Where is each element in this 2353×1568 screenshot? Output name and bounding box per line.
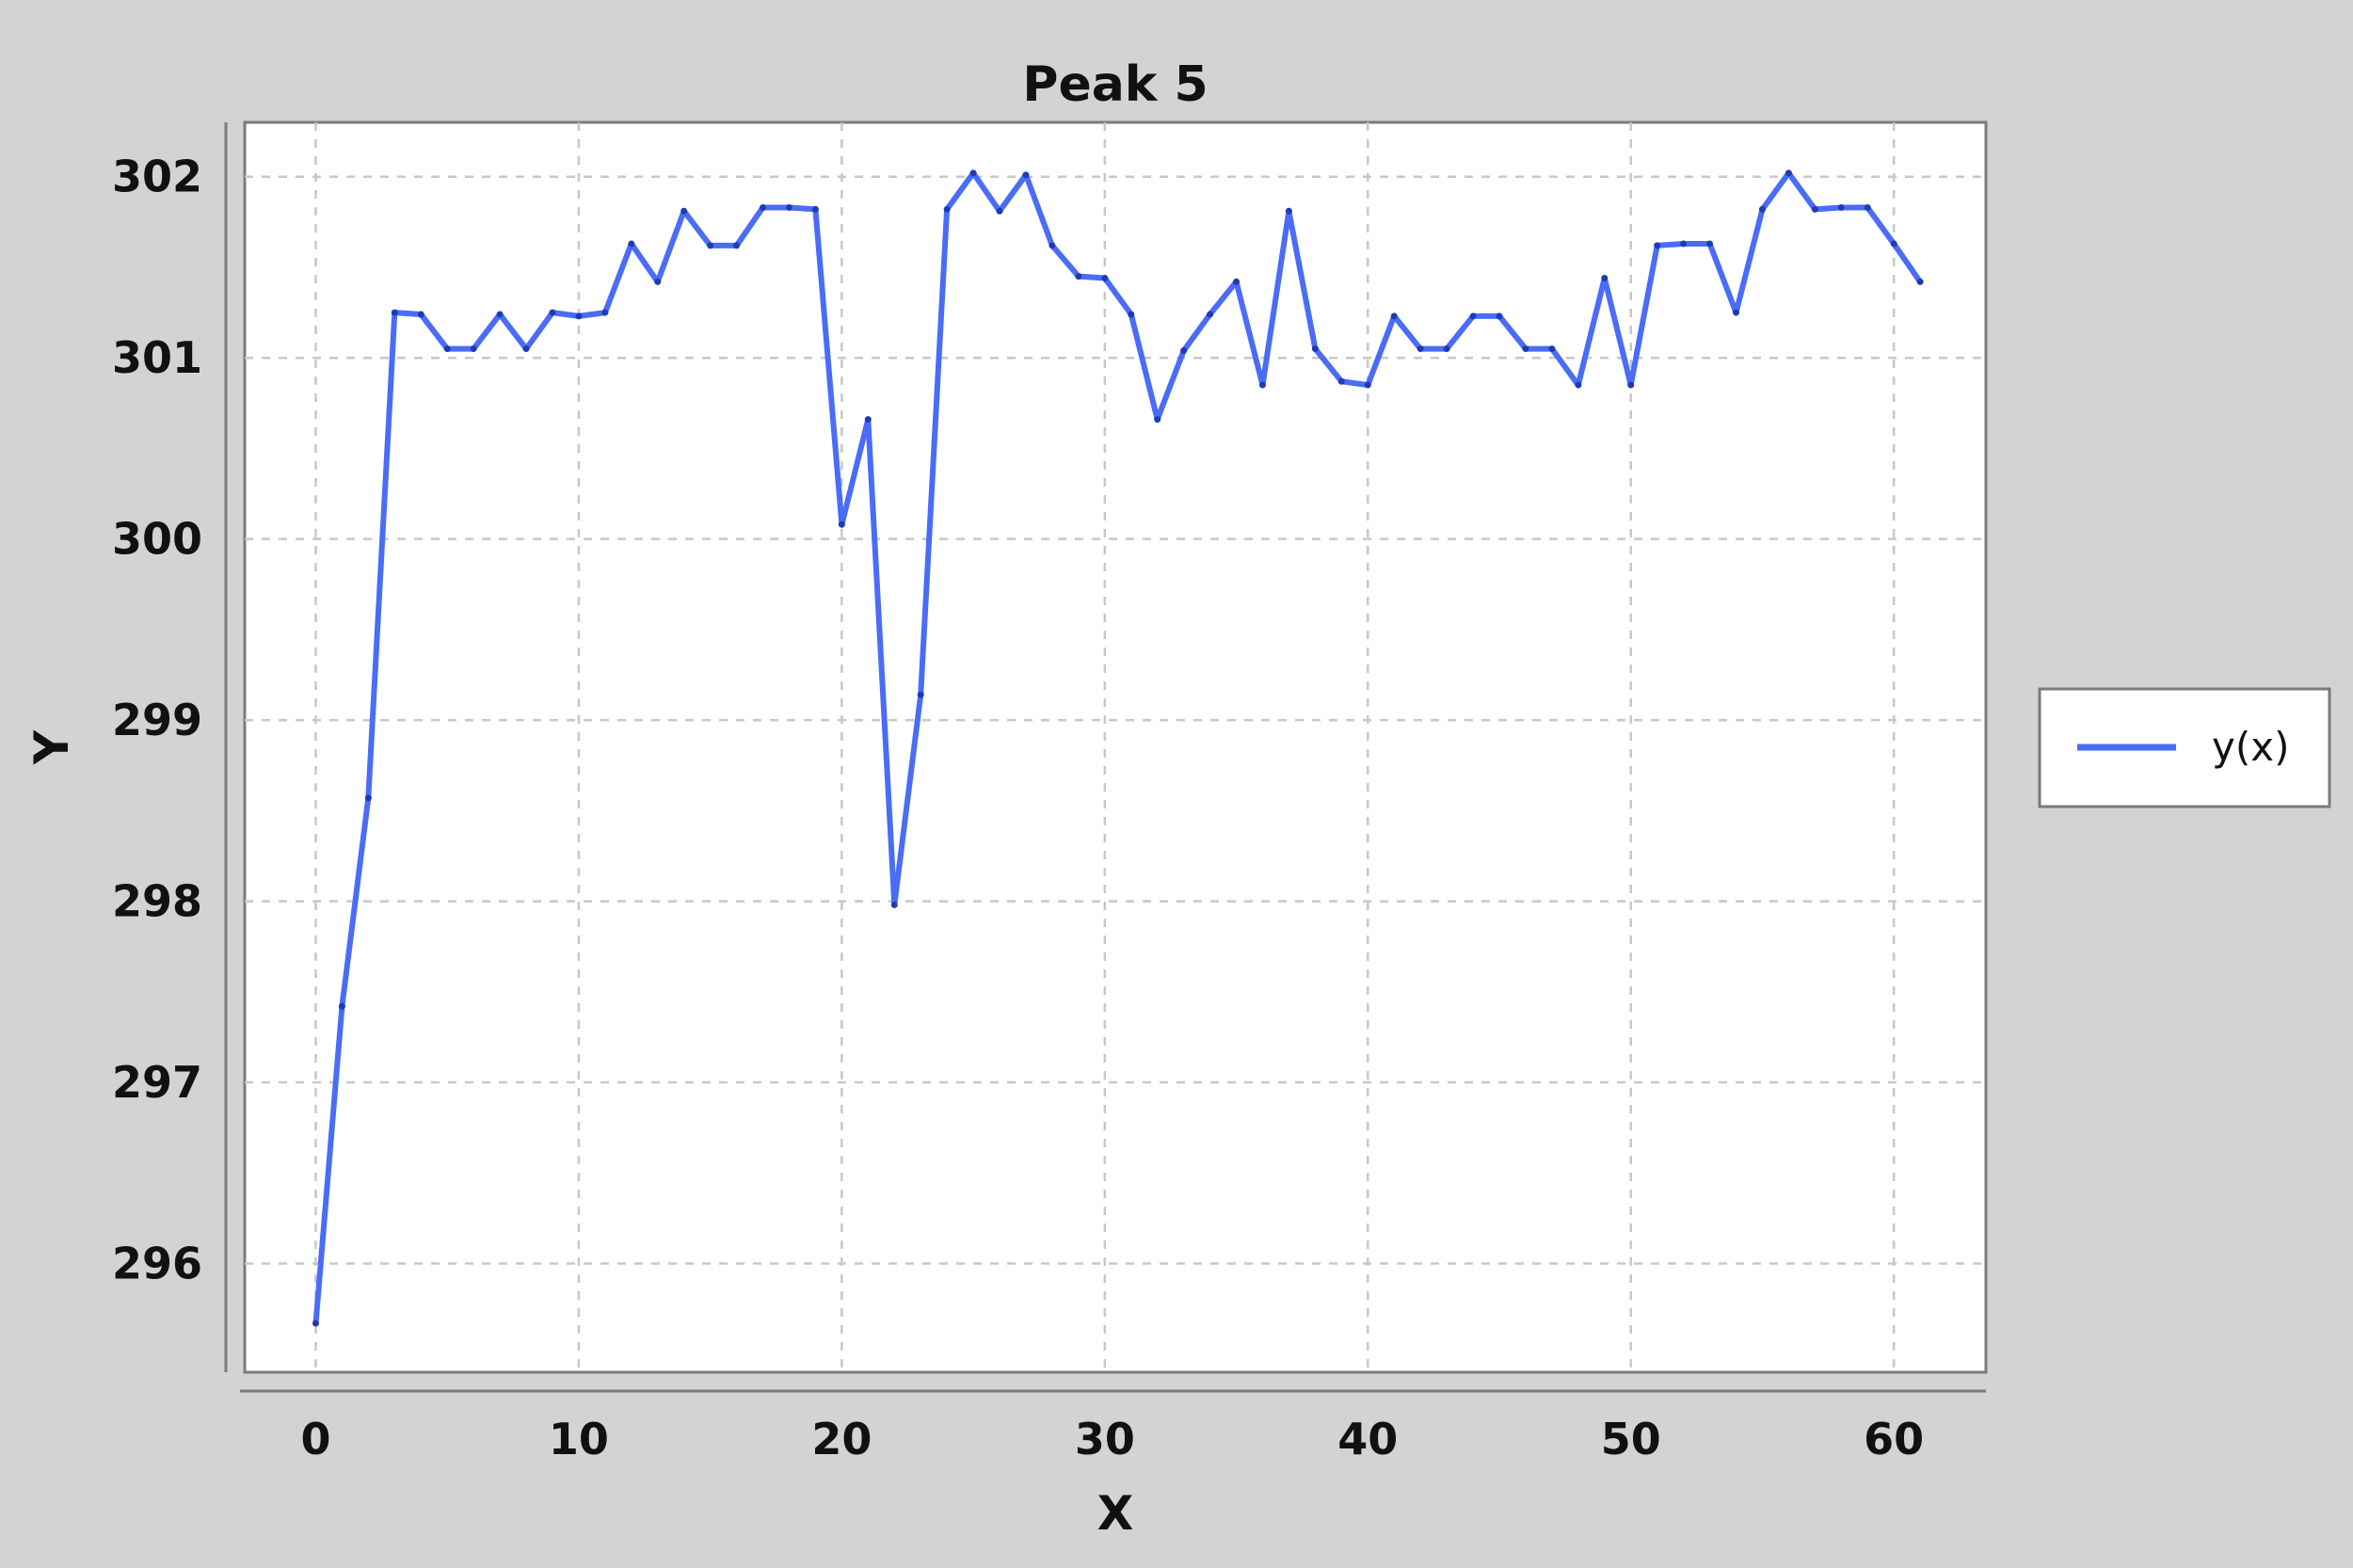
data-point xyxy=(496,311,504,318)
data-point xyxy=(601,309,609,316)
data-point xyxy=(969,169,977,177)
x-tick-label: 10 xyxy=(549,1414,609,1464)
data-point xyxy=(522,345,530,353)
series-layer xyxy=(312,169,1924,1327)
x-axis-label: X xyxy=(1097,1486,1134,1541)
data-point xyxy=(1258,381,1266,389)
data-point xyxy=(1890,240,1897,248)
data-point xyxy=(391,309,398,316)
data-point xyxy=(443,345,451,353)
x-tick-label: 40 xyxy=(1337,1414,1398,1464)
data-point xyxy=(1654,242,1661,249)
y-ticks: 296 297 298 299 300 301 302 xyxy=(112,152,202,1289)
data-point xyxy=(733,242,741,249)
data-point xyxy=(1101,275,1109,282)
x-tick-label: 60 xyxy=(1864,1414,1924,1464)
data-point xyxy=(654,278,662,285)
grid-lines xyxy=(245,122,1986,1372)
data-point xyxy=(760,203,767,211)
data-point xyxy=(1022,171,1030,179)
data-point xyxy=(811,205,819,213)
legend: y(x) xyxy=(2038,687,2331,808)
data-point xyxy=(1233,278,1241,285)
data-point xyxy=(1837,203,1845,211)
data-point xyxy=(707,242,714,249)
data-point xyxy=(1575,381,1582,389)
data-point xyxy=(1811,205,1818,213)
data-point xyxy=(1864,203,1871,211)
data-point xyxy=(470,345,477,353)
data-point xyxy=(1337,377,1345,385)
y-tick-label: 297 xyxy=(112,1057,202,1108)
data-point xyxy=(785,203,792,211)
data-point xyxy=(1180,347,1188,355)
data-point xyxy=(680,207,688,215)
data-point xyxy=(549,309,556,316)
data-point xyxy=(943,205,951,213)
x-tick-label: 0 xyxy=(300,1414,330,1464)
data-point xyxy=(1285,207,1292,215)
data-point xyxy=(417,311,424,318)
y-tick-label: 300 xyxy=(112,514,202,565)
data-point xyxy=(1443,345,1450,353)
x-ticks: 0 10 20 30 40 50 60 xyxy=(300,1414,1924,1464)
data-point xyxy=(1522,345,1529,353)
data-point xyxy=(1548,345,1556,353)
data-point xyxy=(1758,205,1766,213)
y-tick-label: 299 xyxy=(112,695,202,745)
series-line xyxy=(312,169,1924,1326)
data-point xyxy=(1706,240,1714,248)
legend-label: y(x) xyxy=(2212,724,2289,770)
data-point xyxy=(1601,275,1609,282)
data-point xyxy=(575,312,583,320)
x-tick-label: 50 xyxy=(1601,1414,1661,1464)
y-tick-label: 302 xyxy=(112,152,202,202)
chart-title: Peak 5 xyxy=(1022,56,1208,113)
data-point xyxy=(364,794,372,802)
data-point xyxy=(1417,345,1424,353)
data-point xyxy=(1916,278,1924,285)
data-point xyxy=(1733,309,1740,316)
data-point xyxy=(864,416,872,424)
data-point xyxy=(1496,312,1503,320)
data-point xyxy=(1311,345,1319,353)
y-tick-label: 301 xyxy=(112,332,202,383)
data-point xyxy=(838,520,845,528)
x-tick-label: 20 xyxy=(811,1414,872,1464)
data-point xyxy=(628,240,635,248)
plot-area xyxy=(243,120,1988,1374)
data-point xyxy=(312,1320,319,1327)
x-tick-label: 30 xyxy=(1075,1414,1135,1464)
data-point xyxy=(1627,381,1635,389)
data-point xyxy=(338,1002,345,1010)
data-point xyxy=(1390,312,1398,320)
data-point xyxy=(1048,242,1056,249)
data-point xyxy=(996,207,1003,215)
data-point xyxy=(1128,311,1135,318)
y-tick-label: 298 xyxy=(112,876,202,927)
data-point xyxy=(1075,273,1082,280)
data-point xyxy=(1154,416,1161,424)
data-point xyxy=(917,691,924,698)
data-point xyxy=(1785,169,1792,177)
data-point xyxy=(1680,240,1688,248)
y-tick-label: 296 xyxy=(112,1239,202,1289)
data-point xyxy=(1469,312,1477,320)
data-point xyxy=(1207,311,1214,318)
data-point xyxy=(1364,381,1371,389)
y-axis-label: Y xyxy=(24,729,79,765)
data-point xyxy=(890,901,898,908)
